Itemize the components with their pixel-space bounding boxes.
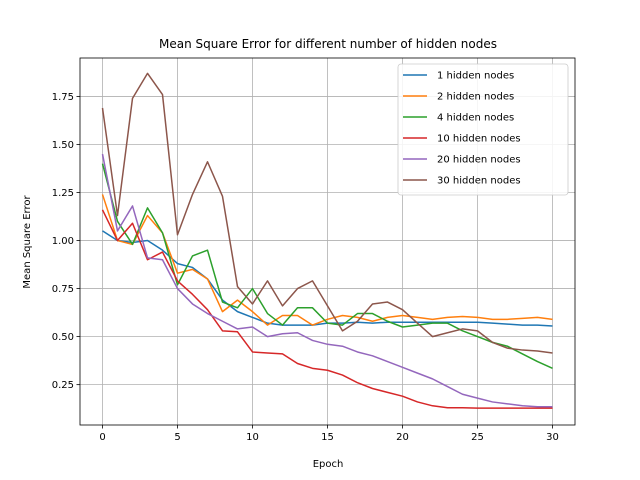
x-tick-label: 15 xyxy=(321,432,334,443)
x-tick-label: 30 xyxy=(546,432,559,443)
x-tick-label: 10 xyxy=(246,432,259,443)
series-line-5 xyxy=(101,153,553,408)
grid-lines xyxy=(80,58,575,425)
x-axis-label: Epoch xyxy=(313,459,344,470)
y-tick-label: 0.25 xyxy=(52,380,74,391)
legend-label: 4 hidden nodes xyxy=(437,113,514,124)
y-tick-label: 1.00 xyxy=(52,236,74,247)
y-tick-label: 0.50 xyxy=(52,332,74,343)
x-tick-label: 25 xyxy=(471,432,484,443)
series-line-3 xyxy=(101,163,553,370)
series-line-6 xyxy=(101,72,553,354)
chart-title: Mean Square Error for different number o… xyxy=(159,37,497,51)
y-axis-label: Mean Square Error xyxy=(22,195,33,289)
x-tick-label: 20 xyxy=(396,432,409,443)
axis-ticks: 0 5 10 15 20 25 30 0.25 0.50 0.75 1.00 1.25 1.50 1.75 xyxy=(52,92,559,443)
y-tick-label: 1.75 xyxy=(52,92,74,103)
y-tick-label: 0.75 xyxy=(52,284,74,295)
legend: 1 hidden nodes 2 hidden nodes 4 hidden nod… xyxy=(397,63,569,196)
series-line-2 xyxy=(101,194,553,326)
series-line-4 xyxy=(101,209,553,409)
legend-label: 30 hidden nodes xyxy=(437,176,521,187)
legend-label: 20 hidden nodes xyxy=(437,155,521,166)
y-tick-label: 1.25 xyxy=(52,188,74,199)
x-tick-label: 0 xyxy=(99,432,105,443)
legend-label: 1 hidden nodes xyxy=(437,71,514,82)
y-tick-label: 1.50 xyxy=(52,140,74,151)
legend-label: 10 hidden nodes xyxy=(437,134,521,145)
x-tick-label: 5 xyxy=(174,432,180,443)
series-lines xyxy=(101,72,553,409)
legend-label: 2 hidden nodes xyxy=(437,92,514,103)
legend-box xyxy=(397,63,569,196)
